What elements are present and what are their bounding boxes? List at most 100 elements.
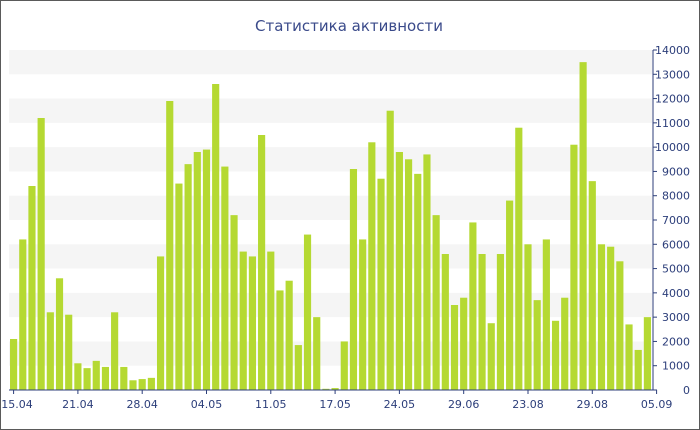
y-tick-label: 14000 [655, 44, 690, 57]
grid-band [9, 244, 652, 269]
y-tick-label: 8000 [662, 190, 690, 203]
chart-title: Статистика активности [255, 17, 443, 35]
bar [120, 366, 128, 390]
y-tick-label: 10000 [655, 141, 690, 154]
y-tick-label: 4000 [662, 287, 690, 300]
grid-band [9, 292, 652, 318]
bar [395, 152, 403, 390]
bar [202, 149, 211, 390]
x-tick-label: 17.05 [319, 398, 351, 411]
grid-band [9, 50, 652, 75]
bar [386, 110, 394, 391]
y-tick-label: 1000 [662, 360, 690, 373]
x-tick-label: 21.04 [62, 398, 94, 411]
x-tick-label: 04.05 [191, 398, 223, 411]
bar [111, 312, 119, 390]
bar [533, 300, 541, 390]
bar [46, 312, 54, 390]
bar [212, 84, 220, 390]
bar [561, 297, 569, 390]
bar [478, 254, 486, 390]
y-tick-label: 13000 [655, 68, 690, 81]
bar [634, 349, 642, 390]
bar [414, 173, 422, 390]
bar [331, 388, 339, 390]
bar-series [10, 62, 651, 391]
x-tick-label: 15.04 [1, 398, 33, 411]
bar [579, 62, 587, 390]
grid-band [9, 147, 652, 172]
x-tick-label: 11.05 [255, 398, 287, 411]
bar [542, 239, 550, 390]
bar [303, 234, 312, 390]
y-tick-label: 2000 [662, 335, 690, 348]
bar [359, 239, 367, 390]
bar [74, 363, 82, 390]
y-tick-label: 3000 [662, 311, 690, 324]
bar [496, 254, 505, 390]
bar [221, 166, 229, 390]
bar [175, 183, 183, 390]
y-tick-label: 12000 [655, 93, 690, 106]
bar [193, 152, 201, 390]
bar [460, 297, 468, 390]
x-tick-label: 28.04 [126, 398, 158, 411]
bar [515, 127, 523, 391]
bar [37, 118, 45, 390]
bar [55, 278, 64, 390]
bar [588, 181, 596, 390]
bar [625, 324, 633, 390]
bar [441, 254, 449, 390]
bar [19, 239, 27, 390]
bar [643, 317, 651, 390]
bar [285, 280, 293, 390]
bar [313, 317, 321, 390]
x-tick-label: 24.05 [384, 398, 416, 411]
bar [469, 222, 477, 390]
bar [147, 377, 155, 390]
bar [184, 164, 192, 390]
bar [423, 154, 431, 390]
bar [616, 261, 624, 390]
x-tick-label: 05.09 [641, 398, 673, 411]
y-tick-label: 9000 [662, 165, 690, 178]
bar [368, 142, 376, 390]
bar [258, 135, 266, 390]
bar [230, 215, 238, 390]
bar [524, 244, 532, 390]
bar [10, 339, 18, 390]
bar [156, 256, 165, 390]
bar [322, 388, 330, 390]
bar [101, 366, 110, 390]
y-tick-label: 0 [683, 384, 690, 397]
y-tick-label: 5000 [662, 263, 690, 276]
bar [450, 305, 459, 390]
bar [83, 368, 91, 390]
bar [276, 290, 284, 390]
x-axis-ticks: 15.04 21.04 28.04 04.05 11.05 17.05 24.05 29.06… [1, 390, 673, 411]
bar [607, 246, 615, 390]
bar [267, 251, 275, 390]
y-tick-label: 11000 [655, 117, 690, 130]
bar [487, 323, 495, 390]
x-tick-label: 29.08 [577, 398, 609, 411]
bar [405, 159, 413, 390]
bar [248, 256, 256, 390]
bar [377, 178, 385, 390]
bar [506, 200, 514, 390]
x-tick-label: 29.06 [448, 398, 480, 411]
grid-bands [9, 50, 652, 366]
bar [597, 244, 606, 390]
bar [65, 314, 73, 390]
bar [138, 379, 146, 390]
bar [551, 320, 560, 390]
bar [129, 380, 137, 390]
y-axis-ticks: 0 1000 2000 3000 4000 5000 6000 7000 8000 9000 100… [653, 44, 690, 397]
bar [239, 251, 247, 390]
grid-band [9, 98, 652, 123]
grid-band [9, 195, 652, 220]
bar [570, 144, 578, 390]
x-tick-label: 23.08 [512, 398, 544, 411]
bar [432, 215, 440, 390]
